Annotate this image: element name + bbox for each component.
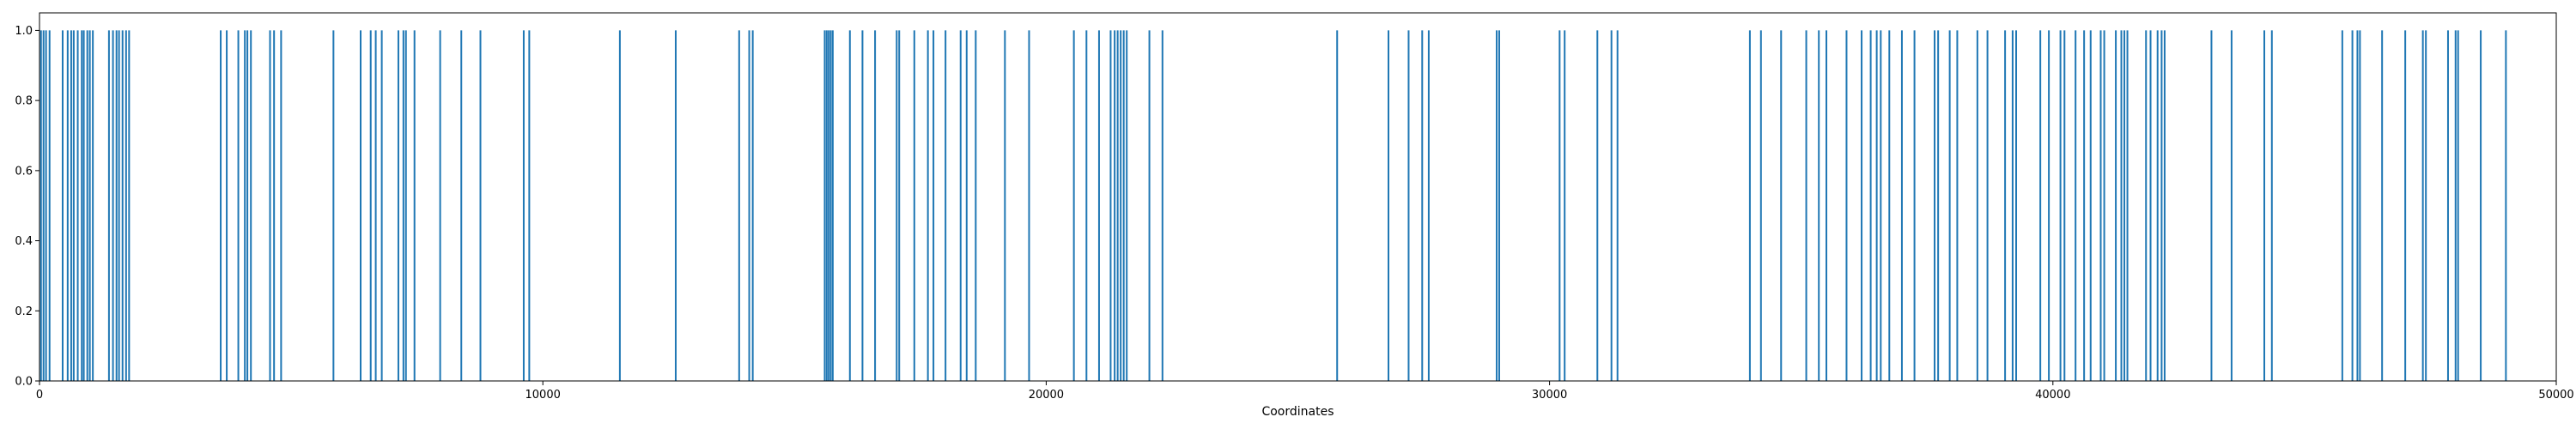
y-tick-label: 0.2 — [15, 305, 33, 318]
event-lines — [39, 30, 2507, 381]
x-tick-label: 30000 — [1532, 389, 1567, 402]
x-tick-label: 20000 — [1029, 389, 1064, 402]
x-tick-label: 0 — [36, 389, 43, 402]
x-tick-label: 50000 — [2538, 389, 2573, 402]
x-axis-label: Coordinates — [1261, 405, 1334, 419]
y-tick-label: 0.6 — [15, 165, 33, 178]
y-tick-label: 0.4 — [15, 235, 33, 248]
plot-frame — [39, 12, 2557, 382]
x-tick-label: 40000 — [2035, 389, 2070, 402]
y-tick-label: 0.8 — [15, 95, 33, 108]
x-axis: 0 10000 20000 30000 40000 50000 — [36, 381, 2574, 402]
y-tick-label: 1.0 — [15, 25, 33, 38]
x-tick-label: 10000 — [526, 389, 561, 402]
y-tick-label: 0.0 — [15, 376, 33, 389]
y-axis: 0.0 0.2 0.4 0.6 0.8 1.0 — [15, 25, 39, 389]
